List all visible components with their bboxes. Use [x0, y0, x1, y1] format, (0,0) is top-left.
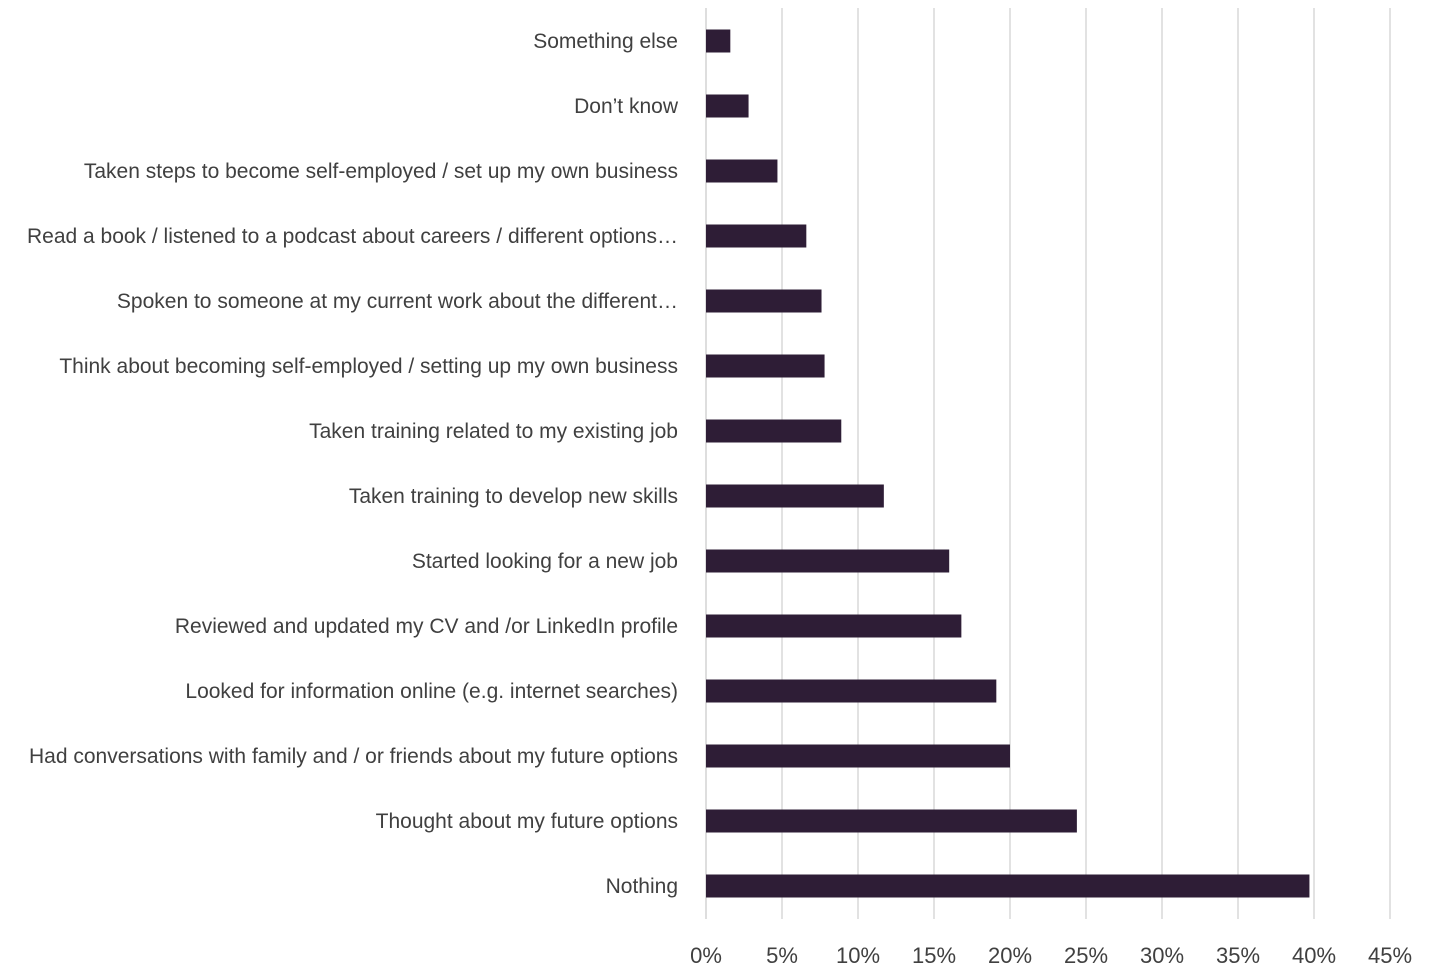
x-tick-label: 45%: [1368, 943, 1412, 966]
x-tick-label: 10%: [836, 943, 880, 966]
category-label: Taken training to develop new skills: [349, 485, 678, 508]
category-label: Started looking for a new job: [412, 550, 678, 573]
bars: [706, 29, 1310, 898]
category-label: Don’t know: [574, 95, 679, 118]
x-tick-label: 5%: [766, 943, 798, 966]
bar: [706, 224, 807, 248]
category-label: Nothing: [606, 875, 678, 898]
category-label: Had conversations with family and / or f…: [29, 745, 678, 768]
x-tick-label: 35%: [1216, 943, 1260, 966]
category-label: Spoken to someone at my current work abo…: [117, 290, 678, 313]
bar: [706, 484, 884, 508]
bar: [706, 159, 778, 183]
x-tick-label: 30%: [1140, 943, 1184, 966]
category-label: Taken steps to become self-employed / se…: [84, 160, 678, 183]
category-label: Looked for information online (e.g. inte…: [185, 680, 678, 703]
bar: [706, 289, 822, 313]
bar: [706, 419, 842, 443]
gridlines: [705, 8, 1391, 919]
x-tick-label: 20%: [988, 943, 1032, 966]
bar: [706, 679, 997, 703]
bar: [706, 809, 1077, 833]
category-label: Taken training related to my existing jo…: [309, 420, 678, 443]
x-tick-label: 25%: [1064, 943, 1108, 966]
category-label: Think about becoming self-employed / set…: [59, 355, 678, 378]
category-labels: Something else Don’t know Taken steps to b…: [27, 30, 679, 898]
bar: [706, 874, 1310, 898]
category-label: Something else: [533, 30, 678, 53]
x-tick-label: 15%: [912, 943, 956, 966]
bar: [706, 29, 731, 53]
bar: [706, 549, 950, 573]
x-tick-label: 40%: [1292, 943, 1336, 966]
category-label: Reviewed and updated my CV and /or Linke…: [175, 615, 678, 638]
bar: [706, 94, 749, 118]
category-label: Read a book / listened to a podcast abou…: [27, 225, 678, 248]
bar: [706, 744, 1010, 768]
category-label: Thought about my future options: [376, 810, 678, 833]
x-tick-labels: 0% 5% 10% 15% 20% 25% 30% 35% 40% 45%: [690, 943, 1412, 966]
bar: [706, 614, 962, 638]
x-tick-label: 0%: [690, 943, 722, 966]
bar: [706, 354, 825, 378]
